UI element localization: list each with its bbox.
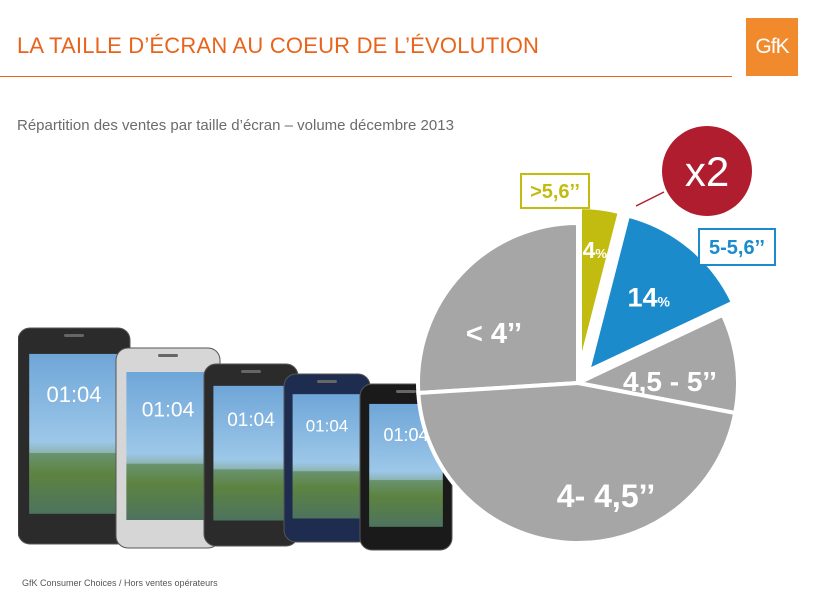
- callout-box: [698, 228, 776, 266]
- pie-slice-1: [416, 220, 580, 396]
- growth-badge-text: x2: [685, 148, 729, 195]
- pie-slice-4: [571, 312, 740, 416]
- badge-connector: [635, 191, 665, 207]
- slice-category-label: 4,5 - 5’’: [623, 366, 717, 397]
- page-title: LA TAILLE D’ÉCRAN AU COEUR DE L’ÉVOLUTIO…: [17, 33, 540, 58]
- smartphone-3: 01:04: [203, 363, 299, 547]
- phone-clock: 01:04: [46, 382, 101, 407]
- gfk-logo: GfK: [746, 18, 798, 76]
- slice-category-label: 4- 4,5’’: [557, 478, 655, 514]
- smartphones-illustration: 01:04 01:04 01:04 01:04 01:04: [18, 327, 453, 551]
- pie-slice-3: [585, 213, 736, 375]
- footer-note: GfK Consumer Choices / Hors ventes opéra…: [22, 578, 218, 588]
- phone-clock: 01:04: [142, 398, 195, 421]
- title-divider: [0, 76, 732, 77]
- slice-value-label: 4%: [583, 237, 608, 263]
- callout-box: [520, 173, 590, 209]
- phone-clock: 01:04: [383, 425, 428, 445]
- slice-category-label: < 4’’: [466, 318, 522, 350]
- phone-clock: 01:04: [306, 416, 349, 435]
- chart-subtitle: Répartition des ventes par taille d’écra…: [17, 117, 454, 134]
- slice-category-label: >5,6’’: [530, 181, 580, 203]
- pie-slice-5: [416, 380, 738, 545]
- growth-badge: [662, 126, 752, 216]
- phone-clock: 01:04: [227, 410, 275, 431]
- slice-category-label: 5-5,6’’: [709, 237, 765, 259]
- smartphone-2: 01:04: [115, 347, 221, 549]
- smartphone-1: 01:04: [18, 327, 131, 545]
- smartphone-4: 01:04: [283, 373, 371, 543]
